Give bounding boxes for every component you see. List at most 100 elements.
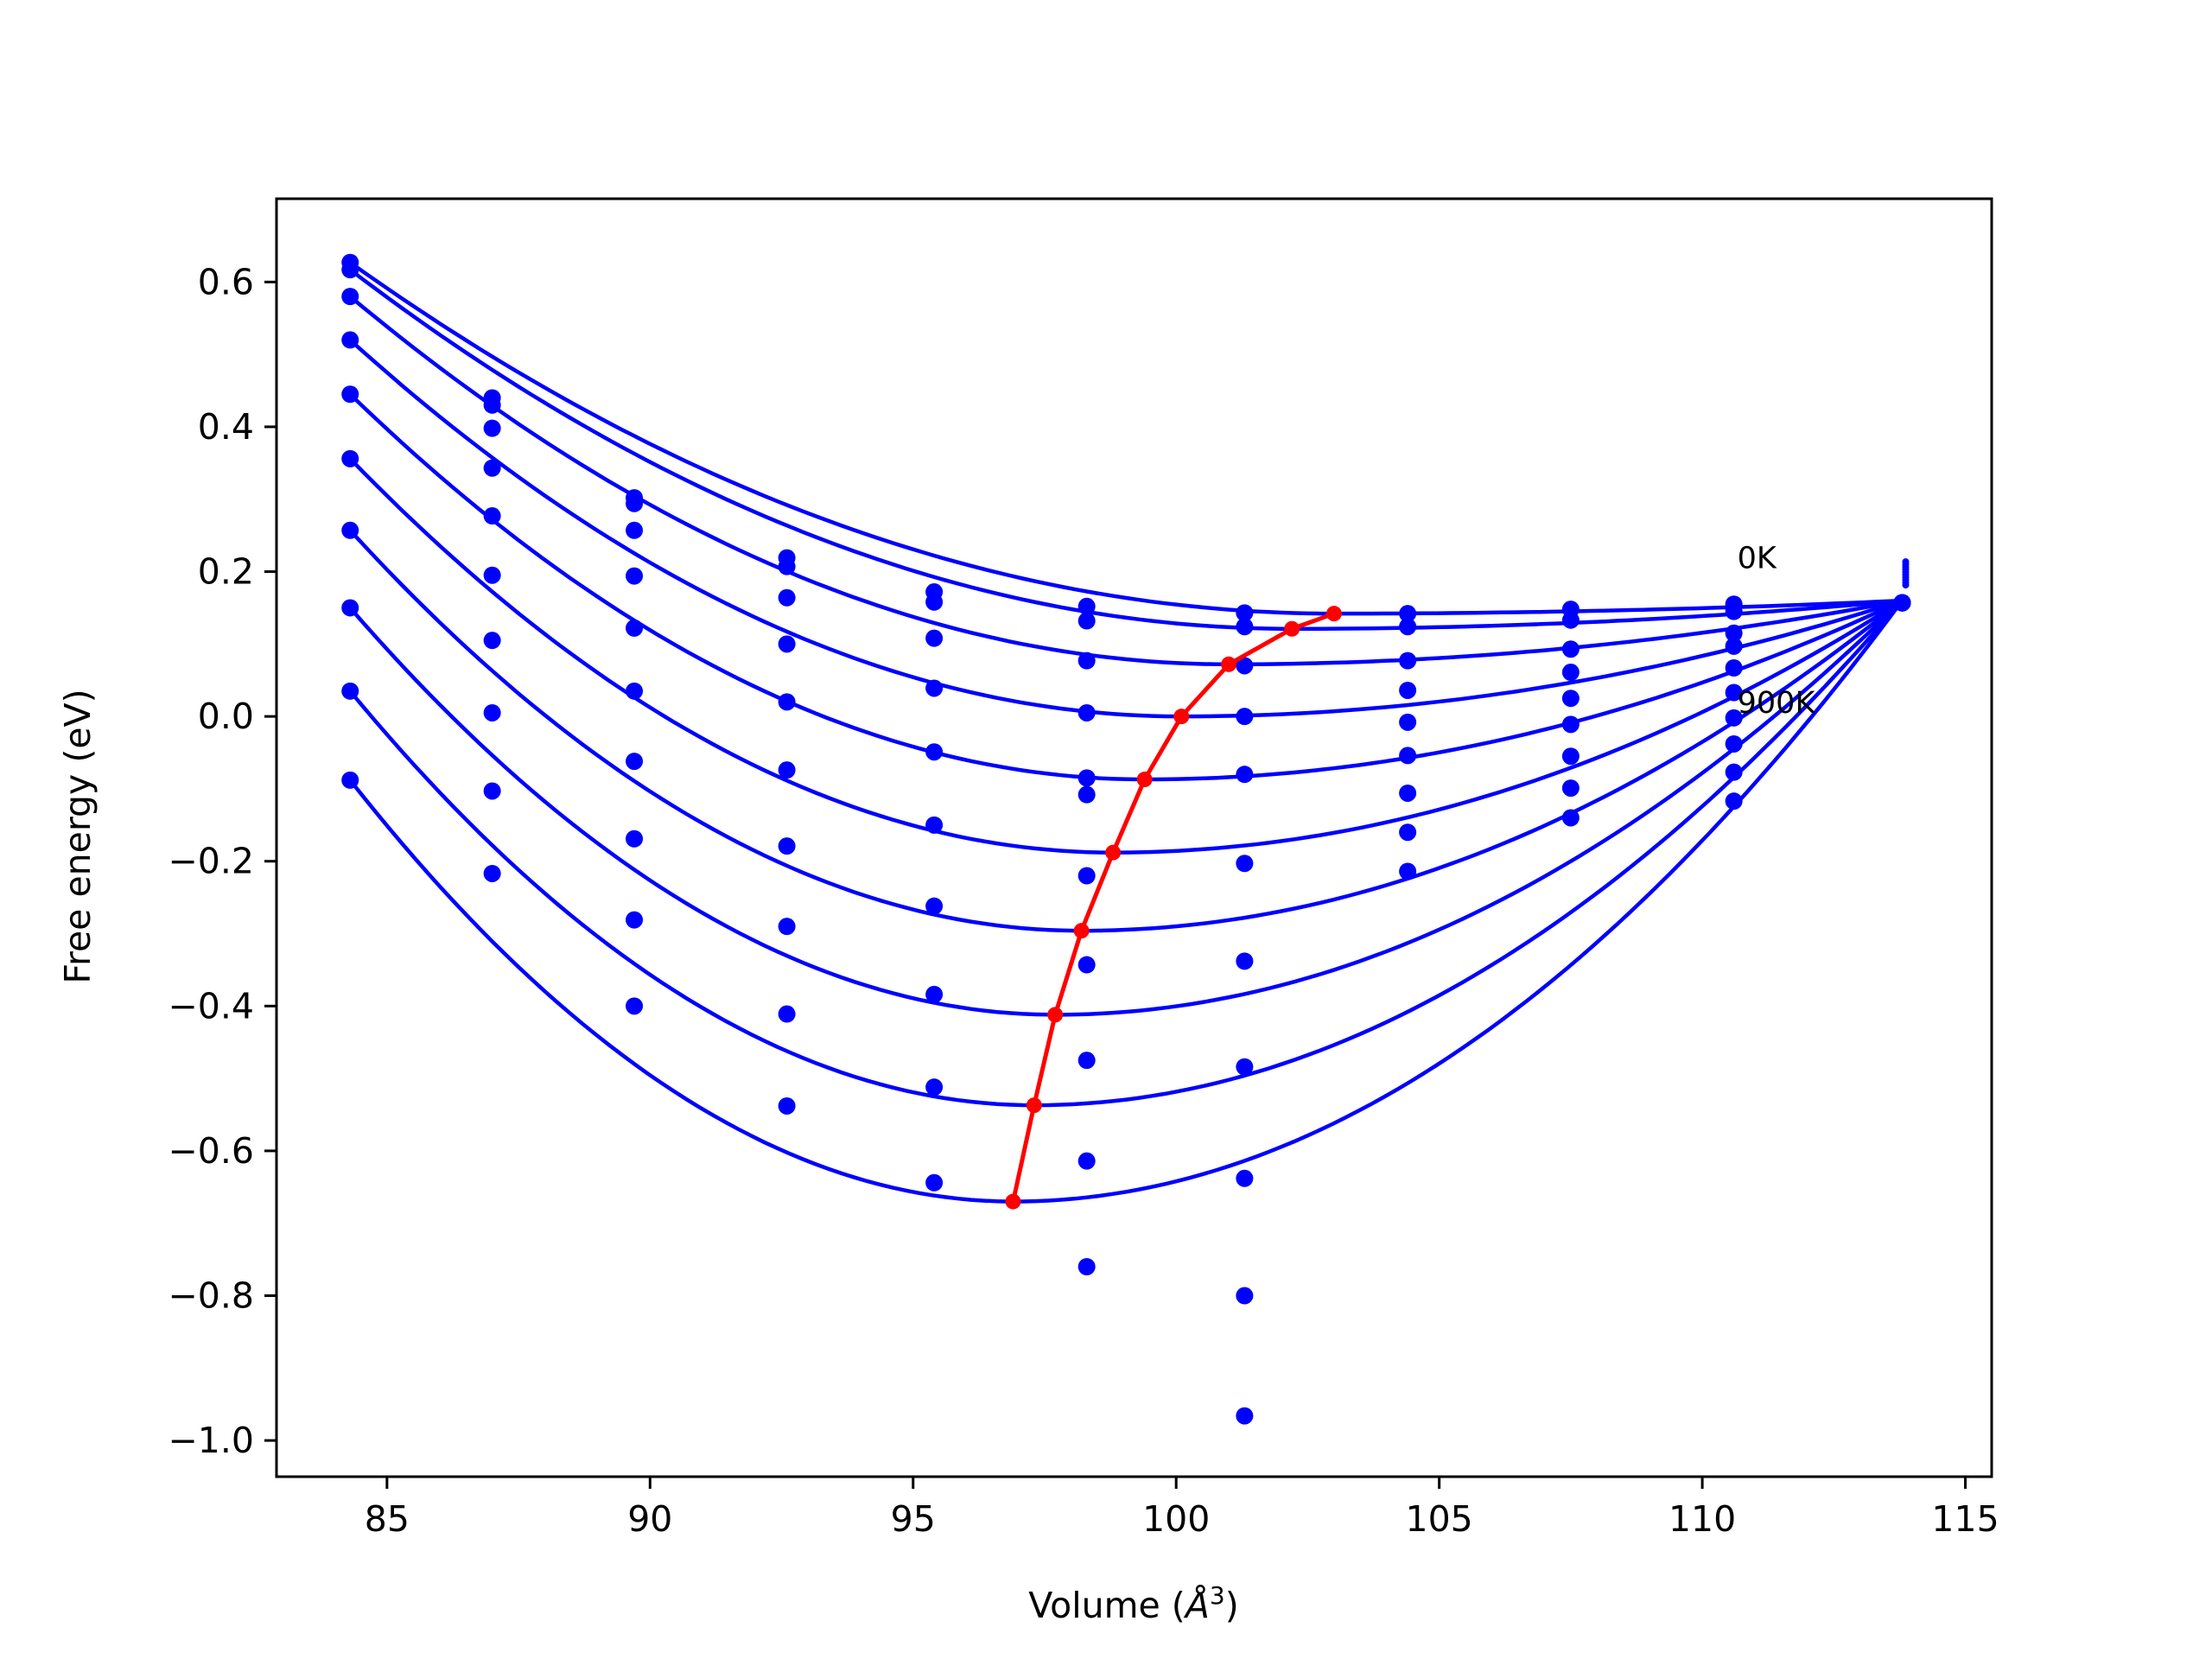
- y-tick-label: 0.4: [198, 406, 254, 448]
- data-point-500K: [1561, 715, 1580, 734]
- data-point-700K: [341, 599, 359, 617]
- data-point-400K: [626, 619, 644, 637]
- data-point-900K: [341, 771, 359, 789]
- minima-point: [1325, 606, 1342, 622]
- data-point-900K: [1725, 792, 1743, 810]
- data-point-extra: [1236, 1407, 1254, 1425]
- data-point-100K: [341, 261, 359, 279]
- x-tick-label: 110: [1669, 1498, 1736, 1540]
- data-point-700K: [925, 985, 944, 1003]
- data-point-500K: [1236, 855, 1254, 873]
- data-point-600K: [778, 837, 796, 855]
- data-point-700K: [1561, 779, 1580, 798]
- annotation-900K: 900K: [1738, 686, 1816, 721]
- series-group: 0K 900K: [341, 253, 1911, 1425]
- data-point-900K: [778, 1096, 796, 1115]
- data-point-300K: [626, 567, 644, 585]
- data-point-800K: [925, 1078, 944, 1096]
- data-point-800K: [626, 911, 644, 929]
- data-point-600K: [1399, 784, 1417, 802]
- minima-point: [1284, 620, 1300, 637]
- data-point-700K: [1725, 734, 1743, 753]
- data-point-700K: [483, 703, 501, 721]
- data-point-500K: [925, 816, 944, 834]
- fit-curve-700K: [348, 599, 1904, 1017]
- data-point-400K: [1561, 690, 1580, 708]
- data-point-400K: [1725, 658, 1743, 677]
- data-point-800K: [1399, 862, 1417, 880]
- data-point-600K: [1236, 952, 1254, 970]
- data-point-900K: [1893, 594, 1911, 612]
- minima-point: [1173, 709, 1190, 725]
- data-point-100K: [1399, 618, 1417, 636]
- data-point-400K: [778, 693, 796, 711]
- data-point-800K: [341, 682, 359, 700]
- data-point-200K: [1399, 652, 1417, 670]
- y-tick-label: −0.8: [168, 1275, 254, 1317]
- data-point-300K: [1725, 637, 1743, 655]
- minima-point: [1026, 1097, 1042, 1114]
- data-point-300K: [1236, 708, 1254, 726]
- data-point-200K: [1725, 624, 1743, 642]
- fit-curve-200K: [348, 295, 1903, 667]
- data-point-600K: [341, 521, 359, 539]
- y-tick-label: −0.6: [168, 1130, 254, 1172]
- data-point-400K: [925, 743, 944, 761]
- data-point-100K: [1561, 611, 1580, 629]
- fit-curve-300K: [348, 338, 1904, 719]
- y-tick-label: 0.0: [198, 696, 254, 737]
- x-tick-label: 105: [1406, 1498, 1473, 1540]
- data-point-600K: [1561, 747, 1580, 766]
- y-tick-label: 0.2: [198, 551, 254, 593]
- x-axis-label-text: Volume (: [1028, 1585, 1185, 1626]
- data-point-200K: [778, 588, 796, 607]
- minima-point: [1105, 844, 1122, 861]
- y-tick-label: −0.4: [168, 985, 254, 1027]
- data-point-600K: [925, 897, 944, 915]
- data-point-100K: [1077, 612, 1096, 630]
- data-point-200K: [1561, 640, 1580, 658]
- data-point-700K: [778, 918, 796, 936]
- data-point-200K: [925, 629, 944, 647]
- data-point-700K: [626, 830, 644, 848]
- y-axis-label: Free energy (eV): [57, 689, 99, 983]
- minima-point: [1221, 656, 1237, 672]
- data-point-700K: [1077, 956, 1096, 974]
- y-tick-label: −0.2: [168, 841, 254, 882]
- data-point-500K: [483, 566, 501, 584]
- axis-ticks: 85 90 95 100 105 110 115 0.6 0.4 0.2 0.0 −0.2 −0.4 −0…: [168, 261, 1999, 1540]
- data-point-100K: [1236, 618, 1254, 636]
- fit-curve-500K: [348, 457, 1904, 855]
- data-point-100K: [778, 557, 796, 575]
- data-point-700K: [1236, 1058, 1254, 1076]
- annotation-0K: 0K: [1738, 541, 1777, 575]
- data-point-900K: [626, 997, 644, 1015]
- minima-line: [1011, 611, 1335, 1203]
- data-point-400K: [1399, 713, 1417, 731]
- minima-point: [1136, 772, 1153, 788]
- data-point-300K: [341, 331, 359, 349]
- minima-point: [1005, 1193, 1021, 1210]
- y-tick-label: 0.6: [198, 261, 254, 302]
- data-point-500K: [1725, 683, 1743, 702]
- data-point-400K: [341, 385, 359, 404]
- data-point-800K: [778, 1005, 796, 1023]
- data-point-200K: [1236, 657, 1254, 675]
- x-tick-label: 90: [627, 1498, 672, 1540]
- data-point-500K: [1077, 785, 1096, 804]
- data-point-600K: [483, 632, 501, 650]
- data-point-700K: [1399, 823, 1417, 842]
- data-point-100K: [626, 494, 644, 512]
- fit-curve-600K: [348, 529, 1904, 933]
- data-point-100K: [925, 593, 944, 611]
- fit-curve-0K: [348, 260, 1903, 616]
- data-point-300K: [778, 635, 796, 653]
- x-axis-label-symbol: Å: [1183, 1585, 1210, 1626]
- fit-curve-800K: [348, 599, 1904, 1108]
- data-point-900K: [925, 1173, 944, 1192]
- minima-point: [1047, 1007, 1064, 1023]
- x-tick-label: 85: [365, 1498, 410, 1540]
- data-point-900K: [1236, 1287, 1254, 1305]
